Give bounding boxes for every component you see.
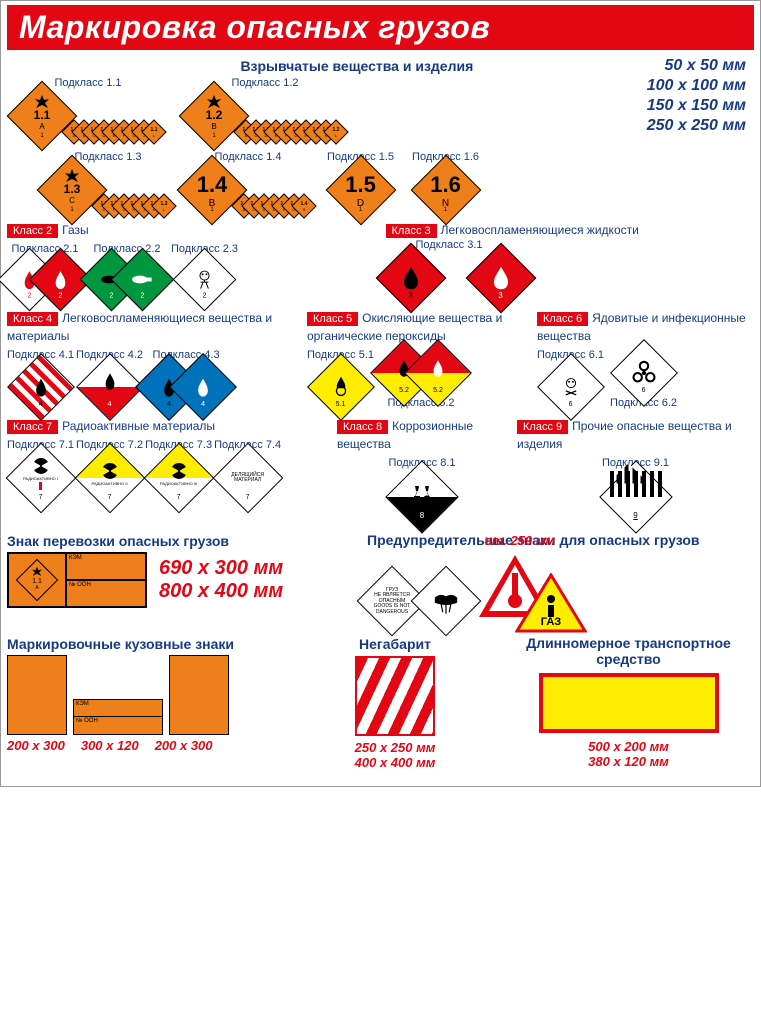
diamond-env xyxy=(421,576,471,626)
class4-section: Класс 4Легковоспламеняющиеся вещества и … xyxy=(7,309,297,411)
diamond-7-3: РАДИОАКТИВНО III7 xyxy=(154,453,204,503)
bm-kem: КЭМ xyxy=(73,699,163,717)
gas-triangle-icon: ГАЗ xyxy=(515,573,587,635)
class9-section: Класс 9Прочие опасные вещества и изделия… xyxy=(517,417,754,523)
diamond-6-1: 6 xyxy=(547,363,595,411)
class3-label: Класс 3 xyxy=(386,224,437,238)
class9-label: Класс 9 xyxy=(517,420,568,434)
class2-label: Класс 2 xyxy=(7,224,58,238)
class7-label: Класс 7 xyxy=(7,420,58,434)
s22-label: Подкласс 2.2 xyxy=(93,243,160,255)
page-title: Маркировка опасных грузов xyxy=(19,9,742,46)
diamond-5-2b: 5.2 xyxy=(414,349,462,397)
title-banner: Маркировка опасных грузов xyxy=(7,5,754,50)
class7-desc: Радиоактивные материалы xyxy=(62,419,215,433)
diamond-4-1: 4 xyxy=(17,363,65,411)
oversized-title: Негабарит xyxy=(305,636,485,652)
s31-label: Подкласс 3.1 xyxy=(416,239,483,251)
class1-section: Взрывчатые вещества и изделия Подкласс 1… xyxy=(7,56,754,215)
size-list: 50 x 50 мм100 x 100 мм150 x 150 мм250 x … xyxy=(647,56,754,136)
class3-section: Класс 3 Легковоспламеняющиеся жидкости По… xyxy=(386,221,755,303)
subclass-1-1: Подкласс 1.1 1.1 A 1 xyxy=(17,77,159,141)
warn-height: ст. 250 мм xyxy=(485,533,555,548)
class1-title: Взрывчатые вещества и изделия xyxy=(67,58,647,74)
diamond-1-4: 1.4 B 1 xyxy=(187,165,237,215)
bm-un: № ООН xyxy=(73,717,163,735)
warning-title: Предупредительные знаки для опасных груз… xyxy=(367,533,754,548)
body-mark-sizes: 200 x 300300 x 120200 x 300 xyxy=(7,738,287,753)
class4-label: Класс 4 xyxy=(7,312,58,326)
diamond-2-3: 2 xyxy=(182,257,227,302)
long-vehicle-sizes: 500 x 200 мм380 x 120 мм xyxy=(503,739,754,769)
body-panel-1 xyxy=(7,655,67,735)
diamond-9: 9 xyxy=(610,471,662,523)
long-vehicle-section: Длинномерное транспортное средство 500 x… xyxy=(503,634,754,769)
small-diamond: 1.3L xyxy=(155,197,173,215)
subclass-1-2: Подкласс 1.2 1.2 B 1 xyxy=(189,77,341,141)
diamond-8: 8 xyxy=(396,471,448,523)
oversized-section: Негабарит 250 x 250 мм400 x 400 мм xyxy=(305,634,485,770)
diamond-1-6: 1.6 N 1 xyxy=(421,165,471,215)
diamond-2-1b: 2 xyxy=(38,257,83,302)
small-diamond: 1.1L xyxy=(145,123,163,141)
tp-kem: КЭМ xyxy=(65,554,145,581)
diamond-4-2: 4 xyxy=(86,363,134,411)
class2-section: Класс 2 Газы Подкласс 2.1 2 2 Подкласс 2.… xyxy=(7,221,376,303)
body-panel-2 xyxy=(169,655,229,735)
sub12-label: Подкласс 1.2 xyxy=(231,77,298,89)
class6-section: Класс 6Ядовитые и инфекционные вещества … xyxy=(537,309,754,411)
transport-panel: 1.1A КЭМ № ООН xyxy=(7,552,147,608)
body-marks-section: Маркировочные кузовные знаки КЭМ № ООН 2… xyxy=(7,634,287,753)
oversized-sign xyxy=(355,656,435,736)
subclass-1-4: Подкласс 1.4 1.4 B 1 1.4B1.4C1.4D1.4E1.4… xyxy=(187,151,309,215)
s21-label: Подкласс 2.1 xyxy=(11,243,78,255)
sub13-label: Подкласс 1.3 xyxy=(74,151,141,163)
svg-text:ГАЗ: ГАЗ xyxy=(541,616,561,628)
long-title: Длинномерное транспортное средство xyxy=(503,636,754,667)
small-diamond: 1.2L xyxy=(327,123,345,141)
diamond-6-2: 6 xyxy=(620,349,668,397)
class3-desc: Легковоспламеняющиеся жидкости xyxy=(441,223,639,237)
diamond-7-2: РАДИОАКТИВНО II7 xyxy=(85,453,135,503)
oversized-sizes: 250 x 250 мм400 x 400 мм xyxy=(305,740,485,770)
transport-title: Знак перевозки опасных грузов xyxy=(7,533,347,549)
diamond-1-2: 1.2 B 1 xyxy=(189,91,239,141)
class8-label: Класс 8 xyxy=(337,420,388,434)
diamond-3a: 3 xyxy=(386,253,436,303)
diamond-7-4: ДЕЛЯЩИЙСЯ МАТЕРИАЛ7 xyxy=(223,453,273,503)
class5-section: Класс 5Окисляющие вещества и органически… xyxy=(307,309,527,411)
transport-sizes: 690 x 300 мм800 x 400 мм xyxy=(159,557,283,603)
transport-sign-section: Знак перевозки опасных грузов 1.1A КЭМ №… xyxy=(7,531,347,626)
diamond-4-3b: 4 xyxy=(179,363,227,411)
subclass-1-3: Подкласс 1.3 1.3 C 1 1.3C1.3F1.3G1.3H1.3… xyxy=(47,151,169,215)
class5-label: Класс 5 xyxy=(307,312,358,326)
class8-section: Класс 8Коррозионные вещества Подкласс 8.… xyxy=(337,417,507,523)
diamond-7-1: РАДИОАКТИВНО I7 xyxy=(16,453,66,503)
diamond-1-1: 1.1 A 1 xyxy=(17,91,67,141)
diamond-1-3: 1.3 C 1 xyxy=(47,165,97,215)
class7-section: Класс 7Радиоактивные материалы Подкласс … xyxy=(7,417,327,523)
sub11-label: Подкласс 1.1 xyxy=(54,77,121,89)
diamond-5-1: 5.1 xyxy=(317,363,365,411)
tp-un: № ООН xyxy=(65,581,145,606)
diamond-not-danger: ГРУЗНЕ ЯВЛЯЕТСЯОПАСНЫМGOODS IS NOTDANGER… xyxy=(367,576,417,626)
diamond-3b: 3 xyxy=(476,253,526,303)
class6-label: Класс 6 xyxy=(537,312,588,326)
warning-section: Предупредительные знаки для опасных груз… xyxy=(367,531,754,626)
warning-triangles: ст. 250 мм ГАЗ xyxy=(475,551,555,626)
long-vehicle-sign xyxy=(539,673,719,733)
small-diamond: 1.4S xyxy=(295,197,313,215)
subclass-1-6: Подкласс 1.6 1.6 N 1 xyxy=(412,151,479,215)
subclass-1-5: Подкласс 1.5 1.5 D 1 xyxy=(327,151,394,215)
diamond-1-5: 1.5 D 1 xyxy=(336,165,386,215)
sub14-label: Подкласс 1.4 xyxy=(214,151,281,163)
body-marks-title: Маркировочные кузовные знаки xyxy=(7,636,287,652)
class2-desc: Газы xyxy=(62,223,89,237)
diamond-2-2b: 2 xyxy=(120,257,165,302)
